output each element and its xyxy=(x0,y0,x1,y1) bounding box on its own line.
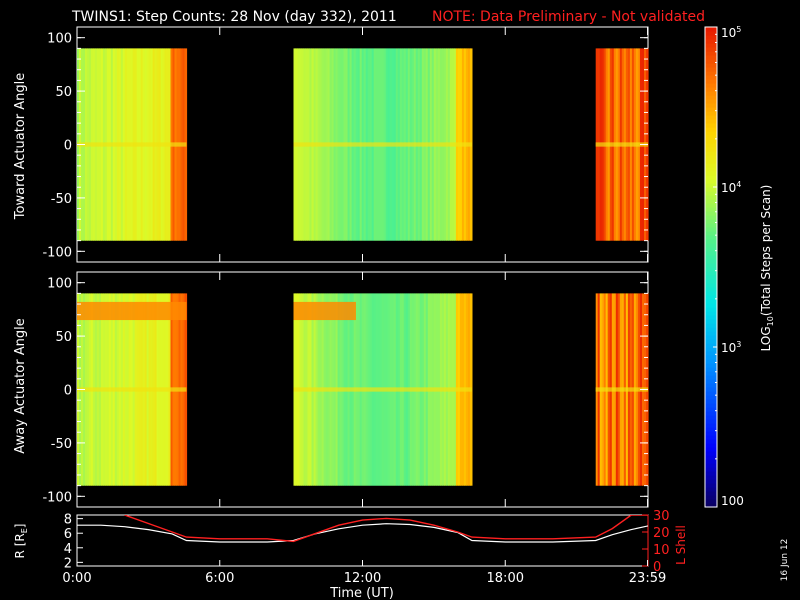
orbit-lshell-ylabel: L Shell xyxy=(674,525,688,565)
colorbar-tick-label: 104 xyxy=(721,180,741,195)
lshell-series-line xyxy=(124,515,648,543)
heatmap-hot-band xyxy=(293,301,356,321)
heatmap-hot-band xyxy=(77,301,187,321)
lshell-tick-label: 20 xyxy=(653,526,670,541)
toward-angle-ylabel: Toward Actuator Angle xyxy=(13,73,28,220)
x-tick-label: 0:00 xyxy=(62,571,91,586)
y-tick-label: 100 xyxy=(47,277,72,292)
y-tick-label: 0 xyxy=(64,384,72,399)
y-tick-label: -50 xyxy=(51,192,72,207)
lshell-tick-label: 0 xyxy=(653,560,661,575)
y-tick-label: -100 xyxy=(42,490,72,505)
x-tick-label: 12:00 xyxy=(344,571,381,586)
r-tick-label: 4 xyxy=(64,542,72,557)
x-tick-label: 6:00 xyxy=(205,571,234,586)
y-tick-label: -100 xyxy=(42,245,72,260)
y-tick-label: -50 xyxy=(51,437,72,452)
lshell-tick-label: 10 xyxy=(653,543,670,558)
toward-angle-panel: -100 -50 0 50 100 xyxy=(42,26,649,263)
r-series-line xyxy=(77,523,648,543)
heatmap-zero-band xyxy=(293,387,472,392)
r-tick-label: 6 xyxy=(64,527,72,542)
preliminary-note: NOTE: Data Preliminary - Not validated xyxy=(432,9,705,25)
colorbar-tick-label: 100 xyxy=(721,494,744,508)
x-tick-label: 23:59 xyxy=(629,571,666,586)
heatmap-zero-band xyxy=(595,387,648,392)
colorbar: 105 104 103 100 xyxy=(704,25,744,508)
chart-title: TWINS1: Step Counts: 28 Nov (day 332), 2… xyxy=(71,9,397,25)
away-angle-ylabel: Away Actuator Angle xyxy=(13,318,28,453)
orbit-r-ylabel: R [RE] xyxy=(13,524,29,559)
date-stamp: 16 Jun 12 xyxy=(780,539,790,582)
y-tick-label: 50 xyxy=(55,330,72,345)
r-tick-label: 8 xyxy=(64,513,72,528)
y-tick-label: 100 xyxy=(47,32,72,47)
colorbar-tick-label: 105 xyxy=(721,25,741,40)
colorbar-label: LOG10(Total Steps per Scan) xyxy=(759,185,775,352)
x-tick-label: 18:00 xyxy=(487,571,524,586)
heatmap-zero-band xyxy=(595,142,648,147)
colorbar-tick-label: 103 xyxy=(721,340,741,355)
r-tick-label: 2 xyxy=(64,556,72,571)
away-angle-panel: -100 -50 0 50 100 xyxy=(42,271,649,508)
time-xlabel: Time (UT) xyxy=(329,586,394,600)
y-tick-label: 0 xyxy=(64,139,72,154)
heatmap-zero-band xyxy=(77,142,187,147)
y-tick-label: 50 xyxy=(55,85,72,100)
heatmap-zero-band xyxy=(77,387,187,392)
heatmap-zero-band xyxy=(293,142,472,147)
lshell-tick-label: 30 xyxy=(653,509,670,524)
